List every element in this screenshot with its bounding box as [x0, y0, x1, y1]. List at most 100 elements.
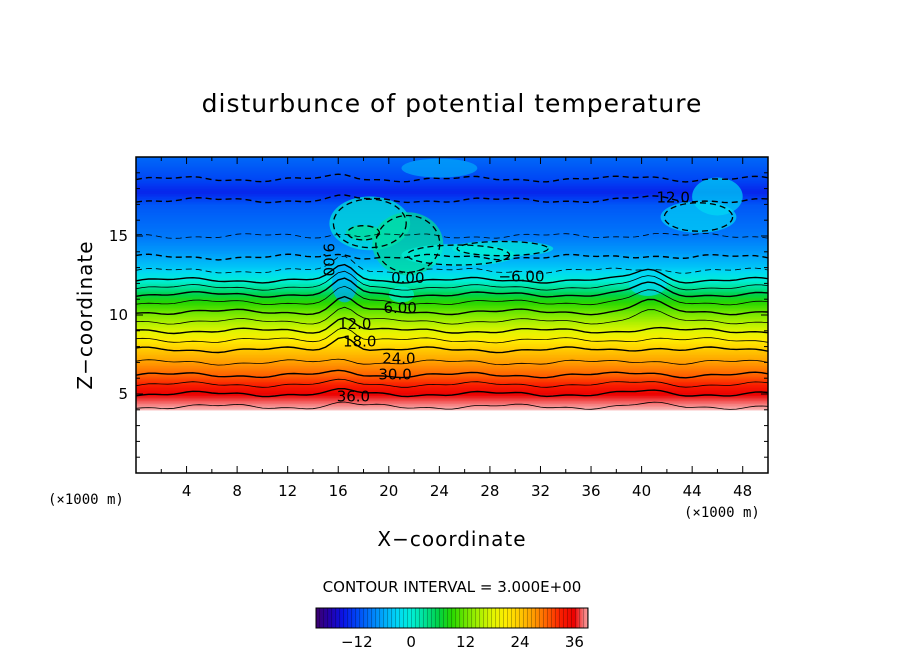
heatmap-band: [136, 177, 768, 180]
contour-line: [136, 378, 768, 388]
contour-label: 12.0: [338, 315, 371, 333]
heatmap-band: [136, 337, 768, 340]
contour-label: 12.0: [656, 189, 689, 207]
y-tick-labels: 5 10 15: [109, 227, 128, 403]
heatmap-band: [136, 185, 768, 188]
colorbar-stripes: [316, 608, 588, 628]
contour-line: [456, 240, 549, 257]
x-unit-label: (×1000 m): [684, 505, 760, 521]
heatmap-band: [136, 352, 768, 356]
heatmap-band: [136, 296, 768, 299]
heatmap-band: [136, 273, 768, 277]
heatmap-band: [136, 202, 768, 205]
heatmap-band: [136, 398, 768, 401]
heatmap-band: [136, 228, 768, 231]
contour-line: [375, 214, 441, 273]
heatmap-band: [136, 183, 768, 187]
heatmap-band: [136, 283, 768, 286]
colorbar-tick-label: 36: [565, 633, 584, 651]
x-tick-label: 4: [182, 482, 192, 500]
contour-line: [136, 336, 768, 354]
heatmap-band: [136, 277, 768, 280]
heatmap-band: [136, 405, 768, 408]
contour-line: [406, 244, 511, 266]
contour-line: [136, 253, 768, 261]
heatmap-band: [136, 190, 768, 193]
heatmap-band: [136, 182, 768, 185]
heatmap-band: [136, 338, 768, 341]
heatmap-band: [136, 224, 768, 228]
contour-line: [136, 316, 768, 335]
heatmap-band: [136, 318, 768, 321]
heatmap-band: [136, 191, 768, 194]
heatmap-band: [136, 346, 768, 349]
contour-line: [136, 306, 768, 325]
heatmap-band: [136, 242, 768, 245]
heatmap-band: [136, 291, 768, 294]
contour-line: [332, 198, 407, 249]
contour-line: [346, 225, 381, 241]
heatmap-band: [136, 218, 768, 221]
heatmap-band: [136, 223, 768, 226]
colorbar-tick-label: 24: [510, 633, 529, 651]
x-tick-label: 24: [430, 482, 449, 500]
contour-label: 18.0: [343, 332, 376, 350]
x-tick-label: 8: [232, 482, 242, 500]
heatmap-band: [136, 400, 768, 403]
heatmap-band: [136, 302, 768, 305]
heatmap-band: [136, 240, 768, 243]
heatmap-band: [136, 281, 768, 284]
anomaly-blob: [628, 270, 667, 296]
contour-label: 0.00: [391, 269, 424, 287]
heatmap-band: [136, 356, 768, 359]
heatmap-band: [136, 210, 768, 213]
colorbar-tick-labels: −12 0 12 24 36: [341, 633, 584, 651]
heatmap-band: [136, 324, 768, 327]
heatmap-band: [136, 237, 768, 240]
heatmap-band: [136, 333, 768, 337]
heatmap-band: [136, 270, 768, 273]
heatmap-band: [136, 201, 768, 204]
heatmap-band: [136, 266, 768, 269]
heatmap-band: [136, 231, 768, 234]
heatmap-band: [136, 329, 768, 332]
heatmap-band: [136, 321, 768, 324]
heatmap-band: [136, 406, 768, 409]
heatmap-band: [136, 217, 768, 220]
contour-line: [136, 401, 768, 410]
colorbar: −12 0 12 24 36: [315, 607, 589, 651]
y-tick-label: 10: [109, 306, 128, 324]
anomaly-blob: [452, 240, 554, 257]
heatmap-band: [136, 207, 768, 210]
anomaly-blob: [692, 177, 743, 216]
contour-line: [136, 277, 768, 298]
heatmap-band: [136, 341, 768, 345]
anomaly-blob: [345, 224, 382, 241]
contour-label: −6.00: [499, 268, 545, 286]
heatmap-band: [136, 330, 768, 333]
contour-line: [136, 327, 768, 344]
x-tick-label: 44: [683, 482, 702, 500]
x-tick-labels: 4 8 12 16 20 24 28 32 36 40 44 48: [182, 482, 752, 500]
contour-line: [136, 295, 768, 316]
heatmap-band: [136, 382, 768, 386]
x-tick-label: 40: [632, 482, 651, 500]
anomaly-blob: [332, 264, 358, 303]
heatmap-band: [136, 345, 768, 348]
heatmap-band: [136, 363, 768, 367]
heatmap-band: [136, 229, 768, 232]
contour-line: [136, 270, 768, 291]
heatmap-band: [136, 319, 768, 322]
heatmap-band: [136, 179, 768, 182]
heatmap-band: [136, 300, 768, 303]
contour-line: [136, 388, 768, 398]
heatmap-band: [136, 370, 768, 373]
contour-line: [136, 263, 768, 284]
heatmap-band: [136, 389, 768, 392]
heatmap-band: [136, 386, 768, 389]
x-tick-label: 32: [531, 482, 550, 500]
heatmap-band: [136, 288, 768, 291]
heatmap-band: [136, 193, 768, 196]
heatmap-band: [136, 220, 768, 223]
heatmap-band: [136, 390, 768, 394]
